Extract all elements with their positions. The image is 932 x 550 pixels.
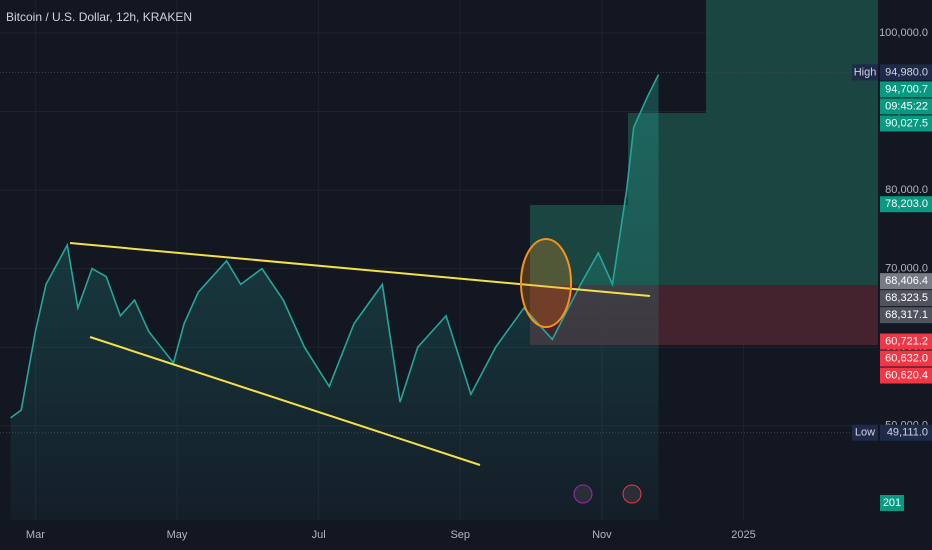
price-marker-label: 68,323.5 [885, 292, 928, 304]
chart-title: Bitcoin / U.S. Dollar, 12h, KRAKEN [6, 10, 192, 24]
price-marker-label: 60,632.0 [885, 352, 928, 364]
x-tick-label: May [167, 529, 188, 541]
axis-labels: 50,000.060,000.070,000.080,000.090,000.0… [26, 27, 932, 541]
price-marker [880, 333, 932, 350]
low-tag-box [852, 424, 878, 441]
price-marker-label: 68,317.1 [885, 309, 928, 321]
trend-line [69, 242, 651, 297]
low-tag: Low [855, 427, 875, 439]
y-tick-label: 80,000.0 [885, 184, 928, 196]
price-marker-label: 94,700.7 [885, 83, 928, 95]
price-line [10, 74, 660, 419]
price-marker-label: 78,203.0 [885, 198, 928, 210]
price-marker [880, 367, 932, 384]
target-box [530, 205, 628, 285]
high-label-box [880, 64, 932, 81]
price-marker [880, 115, 932, 132]
x-tick-label: 2025 [731, 529, 755, 541]
y-tick-label: 100,000.0 [879, 27, 928, 39]
price-marker [880, 81, 932, 98]
x-tick-label: Mar [26, 529, 45, 541]
highlight-circle [520, 238, 572, 328]
price-marker [880, 350, 932, 367]
price-marker [880, 273, 932, 290]
price-marker-label: 68,406.4 [885, 275, 928, 287]
event-icon[interactable] [573, 484, 593, 504]
trend-line [89, 336, 481, 466]
high-label: 94,980.0 [885, 66, 928, 78]
event-icon[interactable] [622, 484, 642, 504]
countdown-box [880, 98, 932, 115]
low-label: 49,111.0 [887, 427, 928, 439]
price-marker [880, 307, 932, 324]
target-box [706, 0, 878, 285]
x-tick-label: Jul [312, 529, 326, 541]
volume-label-box [880, 495, 904, 511]
countdown: 09:45:22 [885, 100, 928, 112]
y-tick-label: 70,000.0 [885, 263, 928, 275]
high-tag-box [852, 64, 878, 81]
price-marker [880, 290, 932, 307]
x-tick-label: Nov [592, 529, 612, 541]
time-axis [0, 520, 932, 550]
plot [0, 71, 878, 520]
price-area [10, 74, 659, 520]
low-label-box [880, 424, 932, 441]
price-marker-label: 90,027.5 [885, 117, 928, 129]
volume-label: 201 [883, 497, 901, 509]
price-marker-label: 60,620.4 [885, 369, 928, 381]
x-tick-label: Sep [450, 529, 470, 541]
high-tag: High [854, 66, 877, 78]
price-marker [880, 196, 932, 213]
price-marker-label: 60,721.2 [885, 335, 928, 347]
